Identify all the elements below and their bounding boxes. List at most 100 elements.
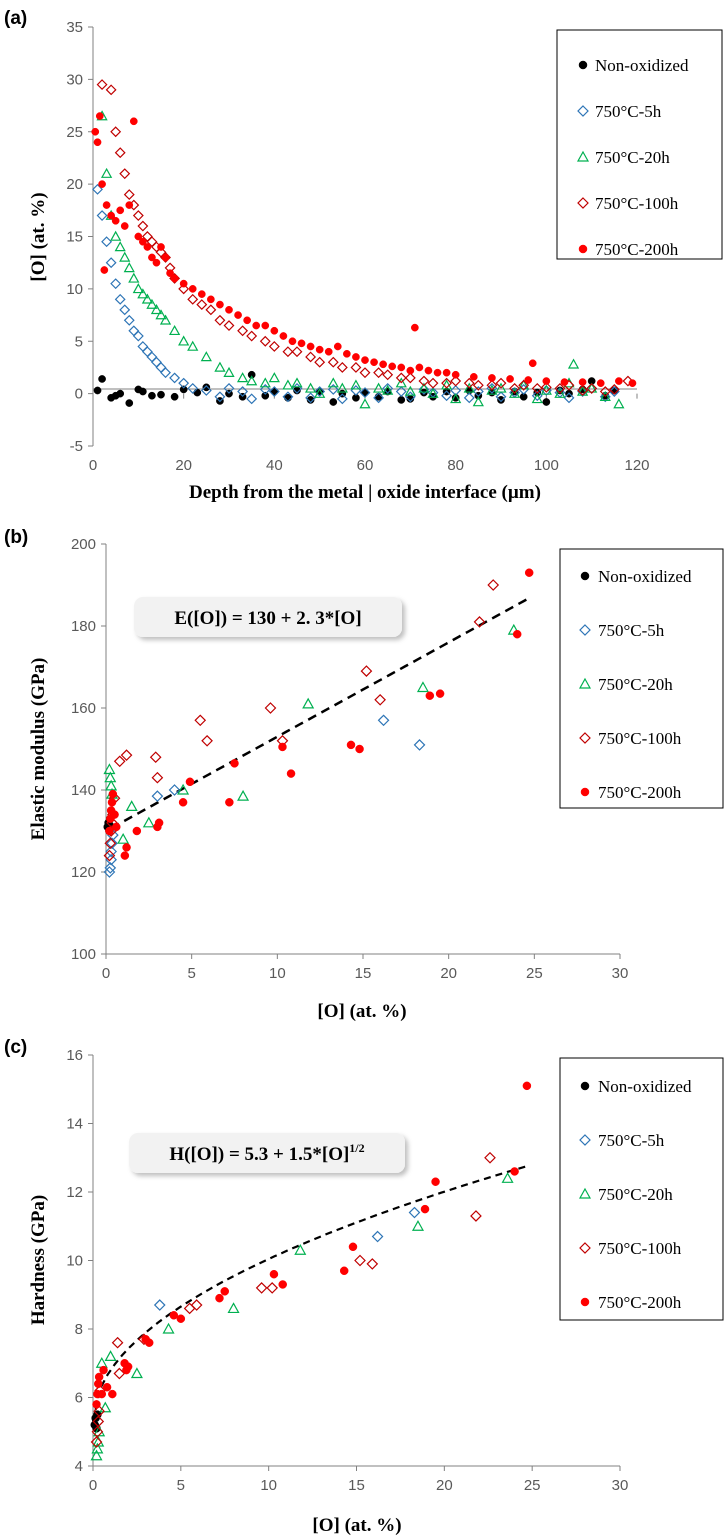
data-point-750c-20h: [141, 293, 154, 304]
panel-b-y-label: Elastic modulus (GPa): [28, 658, 49, 841]
data-point-750c-5h: [106, 837, 118, 850]
panel-c-legend: Non-oxidized 750°C-5h 750°C-20h 750°C-100h 7…: [559, 1057, 724, 1321]
x-tick-label: 25: [526, 965, 543, 982]
data-point-750c-200h: [488, 374, 496, 382]
data-point-750c-200h: [120, 222, 129, 230]
x-tick-label: 20: [175, 457, 192, 474]
data-point-750c-200h: [578, 378, 587, 386]
panel-c-x-ticks: 0 5 10 15 20 25 30: [89, 1466, 629, 1494]
data-point-750c-20h: [359, 398, 371, 409]
data-point-750c-200h: [288, 337, 297, 346]
data-point-750c-20h: [128, 272, 140, 283]
data-point-750c-20h: [427, 387, 439, 398]
panel-c-legend-box: [559, 1057, 724, 1321]
data-point-750c-200h: [99, 1365, 108, 1375]
data-point-750c-200h: [122, 843, 131, 852]
data-point-750c-100h: [93, 1405, 105, 1418]
data-point-750c-20h: [142, 816, 155, 828]
data-point-750c-100h: [336, 361, 348, 373]
data-point-750c-5h: [413, 739, 426, 751]
data-point-750c-5h: [132, 330, 144, 342]
data-point-750c-20h: [372, 382, 385, 393]
panel-a-legend: Non-oxidized 750°C-5h 750°C-20h 750°C-100h 7…: [556, 29, 723, 260]
data-point-750c-200h: [270, 326, 279, 335]
data-point-750c-200h: [197, 290, 206, 298]
data-point-750c-100h: [314, 356, 326, 368]
x-tick-label: 25: [524, 1477, 541, 1494]
data-point-750c-200h: [615, 377, 623, 385]
data-point-750c-200h: [107, 798, 117, 807]
data-point-750c-5h: [472, 386, 484, 397]
data-point-750c-5h: [105, 257, 117, 269]
data-point-750c-200h: [105, 826, 114, 836]
legend-marker-750c-20h: [578, 1187, 592, 1199]
data-point-750c-100h: [264, 702, 277, 714]
data-point-750c-20h: [146, 298, 158, 309]
data-point-750c-20h: [567, 358, 580, 369]
data-point-750c-20h: [130, 1367, 143, 1379]
data-point-750c-20h: [227, 1302, 240, 1314]
data-point-750c-200h: [269, 1269, 279, 1279]
y-tick-label: 20: [66, 176, 83, 193]
data-point-750c-200h: [528, 359, 537, 368]
data-point-750c-100h: [450, 375, 462, 387]
data-point-750c-5h: [246, 393, 258, 405]
x-tick-label: 30: [612, 1477, 629, 1494]
data-point-750c-200h: [157, 243, 165, 251]
data-point-750c-200h: [185, 777, 195, 787]
panel-c: (c) 4 6 8 10 12 14 16 0 5 10 15 20 25 30 H([O]) = 5.…: [4, 1037, 724, 1536]
data-point-750c-20h: [259, 377, 271, 388]
x-tick-label: 40: [266, 457, 283, 474]
legend-label-750c-200h: 750°C-200h: [598, 783, 682, 802]
data-point-750c-5h: [128, 325, 140, 337]
data-point-750c-200h: [286, 769, 296, 778]
data-point-750c-5h: [237, 386, 249, 397]
data-point-750c-100h: [104, 837, 117, 850]
series-750c-5h: [153, 1206, 421, 1311]
data-point-750c-100h: [149, 751, 162, 764]
legend-marker-750c-100h: [577, 197, 589, 209]
data-point-750c-200h: [352, 353, 360, 361]
data-point-750c-200h: [144, 1338, 154, 1347]
data-point-750c-100h: [366, 1258, 379, 1270]
data-point-750c-100h: [259, 335, 271, 347]
data-point-750c-5h: [408, 1206, 421, 1219]
data-point-750c-200h: [98, 180, 106, 188]
y-tick-label: 4: [75, 1458, 83, 1475]
data-point-non-oxidized: [148, 391, 156, 400]
data-point-750c-200h: [178, 798, 188, 807]
data-point-750c-200h: [215, 1293, 224, 1303]
data-point-750c-200h: [506, 375, 514, 383]
panel-c-equation: H([O]) = 5.3 + 1.5*[O]1/2: [129, 1133, 405, 1173]
data-point-750c-20h: [177, 783, 190, 795]
data-point-750c-100h: [91, 1425, 104, 1438]
data-point-750c-100h: [132, 210, 144, 221]
y-tick-label: 120: [71, 864, 96, 881]
data-point-750c-100h: [246, 330, 258, 342]
x-tick-label: 60: [357, 457, 374, 474]
data-point-750c-200h: [230, 759, 239, 768]
data-point-750c-200h: [120, 851, 130, 860]
series-750c-200h: [105, 568, 534, 860]
series-750c-200h: [92, 1081, 532, 1409]
data-point-750c-200h: [361, 356, 369, 364]
series-750c-20h: [96, 110, 625, 409]
data-point-750c-20h: [187, 340, 199, 351]
series-750c-100h: [90, 1151, 496, 1448]
data-point-750c-100h: [395, 372, 407, 384]
data-point-750c-5h: [395, 386, 407, 397]
y-tick-label: 140: [71, 782, 96, 799]
data-point-non-oxidized: [352, 393, 360, 402]
data-point-750c-100h: [196, 299, 208, 311]
data-point-750c-20h: [518, 379, 530, 390]
y-tick-label: 25: [66, 124, 83, 141]
data-point-750c-100h: [194, 714, 207, 727]
data-point-750c-200h: [278, 1280, 287, 1289]
legend-label-750c-20h: 750°C-20h: [598, 1185, 673, 1204]
panel-a-x-ticks: 0 20 40 60 80 100 120: [89, 393, 650, 474]
data-point-750c-100h: [354, 1254, 366, 1267]
data-point-750c-5h: [96, 210, 108, 221]
legend-label-750c-200h: 750°C-200h: [598, 1293, 682, 1312]
data-point-750c-20h: [314, 387, 326, 398]
data-point-750c-100h: [509, 382, 521, 394]
